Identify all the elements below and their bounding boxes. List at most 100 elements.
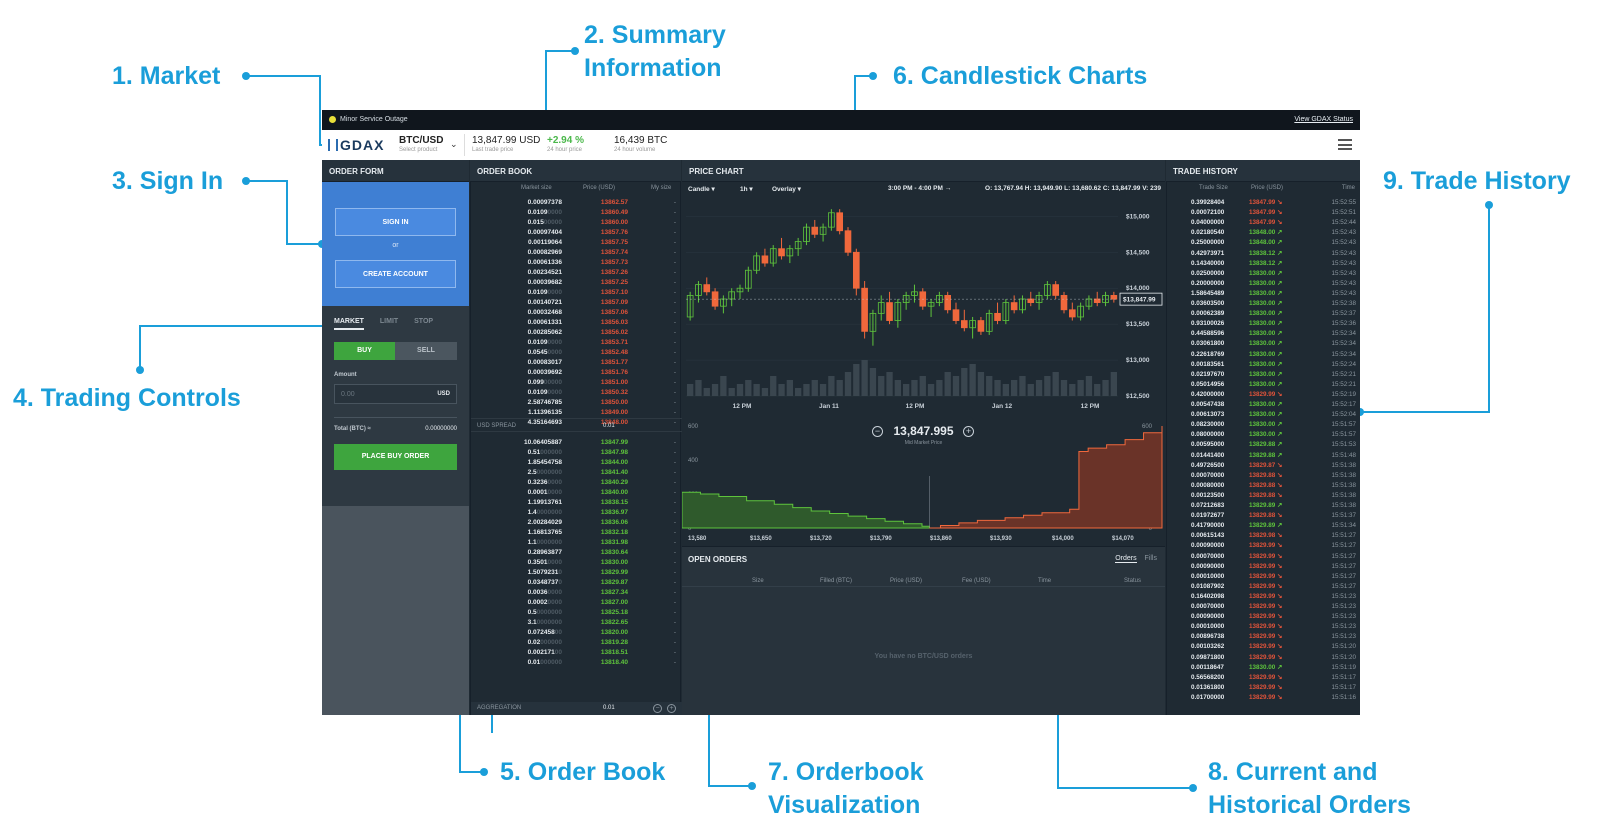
order-book-row[interactable]: 0.00061336 13857.73 - bbox=[471, 258, 682, 268]
order-book-row[interactable]: 0.00083017 13851.77 - bbox=[471, 358, 682, 368]
place-buy-order-button[interactable]: PLACE BUY ORDER bbox=[334, 444, 457, 470]
order-book-row[interactable]: 0.01500000 13860.00 - bbox=[471, 218, 682, 228]
ob-size-pad: 0000000 bbox=[536, 469, 562, 476]
zoom-out-icon[interactable]: − bbox=[872, 426, 883, 437]
order-book-row[interactable]: 0.35010000 13830.00 - bbox=[471, 558, 682, 568]
order-book-row[interactable]: 0.51000000 13847.98 - bbox=[471, 448, 682, 458]
order-book-row[interactable]: 0.00039682 13857.25 - bbox=[471, 278, 682, 288]
ob-size: 0.00097378 bbox=[527, 199, 562, 206]
order-book-row[interactable]: 0.02000000 13819.28 - bbox=[471, 638, 682, 648]
order-book-row[interactable]: 0.09900000 13851.00 - bbox=[471, 378, 682, 388]
order-book-row[interactable]: 0.01000000 13818.40 - bbox=[471, 658, 682, 668]
order-book-row[interactable]: 0.00082969 13857.74 - bbox=[471, 248, 682, 258]
tab-market[interactable]: MARKET bbox=[334, 318, 364, 330]
trade-row: 0.00118647 13830.00 ↗ 15:51:19 bbox=[1167, 663, 1360, 673]
order-book-row[interactable]: 0.28963877 13830.64 - bbox=[471, 548, 682, 558]
product-selector[interactable]: BTC/USD Select product bbox=[399, 135, 443, 153]
plus-icon[interactable]: + bbox=[667, 704, 676, 713]
view-status-link[interactable]: View GDAX Status bbox=[1294, 116, 1353, 123]
trade-time: 15:51:34 bbox=[1331, 522, 1356, 530]
ob-price: 13841.40 bbox=[600, 469, 628, 476]
order-book-row[interactable]: 0.00217100 13818.51 - bbox=[471, 648, 682, 658]
trade-size: 0.01087902 bbox=[1191, 582, 1225, 590]
order-book-row[interactable]: 0.07245800 13820.00 - bbox=[471, 628, 682, 638]
trade-price: 13830.00 ↗ bbox=[1249, 350, 1283, 358]
ob-my-size: - bbox=[673, 549, 676, 556]
sign-in-button[interactable]: SIGN IN bbox=[335, 208, 456, 236]
trade-size: 0.00010000 bbox=[1191, 572, 1225, 580]
trade-time: 15:51:57 bbox=[1331, 421, 1356, 429]
zoom-in-icon[interactable]: + bbox=[963, 426, 974, 437]
status-banner: Minor Service Outage View GDAX Status bbox=[322, 110, 1360, 130]
amount-input[interactable]: 0.00 USD bbox=[334, 384, 457, 404]
order-book-row[interactable]: 0.00061331 13856.03 - bbox=[471, 318, 682, 328]
order-book-row[interactable]: 4.35164693 13848.00 - bbox=[471, 418, 682, 428]
order-book-row[interactable]: 3.10000000 13822.65 - bbox=[471, 618, 682, 628]
order-book-row[interactable]: 1.85454758 13844.00 - bbox=[471, 458, 682, 468]
order-book-row[interactable]: 10.06405887 13847.99 - bbox=[471, 438, 682, 448]
order-book-row[interactable]: 0.00010000 13840.00 - bbox=[471, 488, 682, 498]
order-book-row[interactable]: 0.03487370 13829.87 - bbox=[471, 578, 682, 588]
menu-icon[interactable] bbox=[1338, 139, 1352, 150]
order-book-row[interactable]: 1.19913761 13838.15 - bbox=[471, 498, 682, 508]
order-book-row[interactable]: 1.50792310 13829.99 - bbox=[471, 568, 682, 578]
order-book-row[interactable]: 0.00119064 13857.75 - bbox=[471, 238, 682, 248]
order-book-row[interactable]: 1.11396135 13849.00 - bbox=[471, 408, 682, 418]
tab-orders[interactable]: Orders bbox=[1115, 555, 1137, 563]
volume-bar bbox=[861, 360, 868, 396]
ob-price: 13829.99 bbox=[600, 569, 628, 576]
ob-my-size: - bbox=[673, 319, 676, 326]
chevron-down-icon[interactable]: ⌄ bbox=[450, 139, 458, 149]
trade-time: 15:51:38 bbox=[1331, 461, 1356, 469]
order-book-row[interactable]: 0.01090000 13857.10 - bbox=[471, 288, 682, 298]
buy-button[interactable]: BUY bbox=[334, 342, 395, 360]
ob-size: 1.40000000 bbox=[527, 509, 562, 516]
gdax-logo[interactable]: GDAX bbox=[328, 137, 384, 153]
order-book-row[interactable]: 2.00284029 13836.06 - bbox=[471, 518, 682, 528]
order-book-row[interactable]: 0.00032468 13857.06 - bbox=[471, 308, 682, 318]
order-book-row[interactable]: 0.50000000 13825.18 - bbox=[471, 608, 682, 618]
trade-size: 0.00070000 bbox=[1191, 471, 1225, 479]
sell-button[interactable]: SELL bbox=[395, 342, 457, 360]
tab-limit[interactable]: LIMIT bbox=[379, 318, 399, 325]
order-book-row[interactable]: 0.05450000 13852.48 - bbox=[471, 348, 682, 358]
order-book-row[interactable]: 0.00039692 13851.76 - bbox=[471, 368, 682, 378]
ob-price: 13840.00 bbox=[600, 489, 628, 496]
tab-fills[interactable]: Fills bbox=[1144, 555, 1157, 562]
trade-size: 0.41790000 bbox=[1191, 522, 1225, 530]
order-book-row[interactable]: 0.01090000 13853.71 - bbox=[471, 338, 682, 348]
candle-dropdown[interactable]: Candle ▾ bbox=[688, 186, 715, 193]
order-book-row[interactable]: 0.00234521 13857.26 - bbox=[471, 268, 682, 278]
interval-dropdown[interactable]: 1h ▾ bbox=[740, 186, 753, 193]
overlay-dropdown[interactable]: Overlay ▾ bbox=[772, 186, 801, 193]
candlestick-chart[interactable]: $15,000 $14,500 $14,000 $13,500 $13,000 $12,5… bbox=[682, 196, 1165, 416]
ob-size: 0.01090000 bbox=[527, 339, 562, 346]
order-book-row[interactable]: 0.32360000 13840.29 - bbox=[471, 478, 682, 488]
depth-chart[interactable]: 6006004004002002000013,580$13,650$13,720… bbox=[682, 416, 1165, 546]
minus-icon[interactable]: − bbox=[653, 704, 662, 713]
order-book-row[interactable]: 1.40000000 13836.97 - bbox=[471, 508, 682, 518]
order-book-row[interactable]: 2.50000000 13841.40 - bbox=[471, 468, 682, 478]
tab-stop[interactable]: STOP bbox=[414, 318, 434, 325]
order-book-row[interactable]: 0.00097378 13862.57 - bbox=[471, 198, 682, 208]
order-book-row[interactable]: 0.01090000 13850.32 - bbox=[471, 388, 682, 398]
order-book-row[interactable]: 0.00140721 13857.09 - bbox=[471, 298, 682, 308]
order-book-row[interactable]: 2.58746785 13850.00 - bbox=[471, 398, 682, 408]
create-account-button[interactable]: CREATE ACCOUNT bbox=[335, 260, 456, 288]
order-book-row[interactable]: 0.01090000 13860.49 - bbox=[471, 208, 682, 218]
trade-size: 0.01700000 bbox=[1191, 693, 1225, 701]
ob-price: 13820.00 bbox=[600, 629, 628, 636]
order-book-row[interactable]: 0.00360000 13827.34 - bbox=[471, 588, 682, 598]
order-book-row[interactable]: 0.00097404 13857.76 - bbox=[471, 228, 682, 238]
order-book-row[interactable]: 1.10000000 13831.98 - bbox=[471, 538, 682, 548]
order-book-row[interactable]: 1.16813765 13832.18 - bbox=[471, 528, 682, 538]
candle-body bbox=[736, 287, 744, 293]
order-book-row[interactable]: 0.00020000 13827.00 - bbox=[471, 598, 682, 608]
y-tick-label: $14,000 bbox=[1126, 285, 1150, 292]
order-book-row[interactable]: 0.00285062 13856.02 - bbox=[471, 328, 682, 338]
gdax-app-window: Minor Service Outage View GDAX Status GD… bbox=[322, 110, 1360, 715]
trade-price: 13829.99 ↘ bbox=[1249, 572, 1283, 580]
price-chart-panel: Candle ▾ 1h ▾ Overlay ▾ 3:00 PM - 4:00 P… bbox=[682, 182, 1165, 715]
x-tick-label: Jan 12 bbox=[992, 403, 1013, 410]
trade-time: 15:52:17 bbox=[1331, 401, 1356, 408]
